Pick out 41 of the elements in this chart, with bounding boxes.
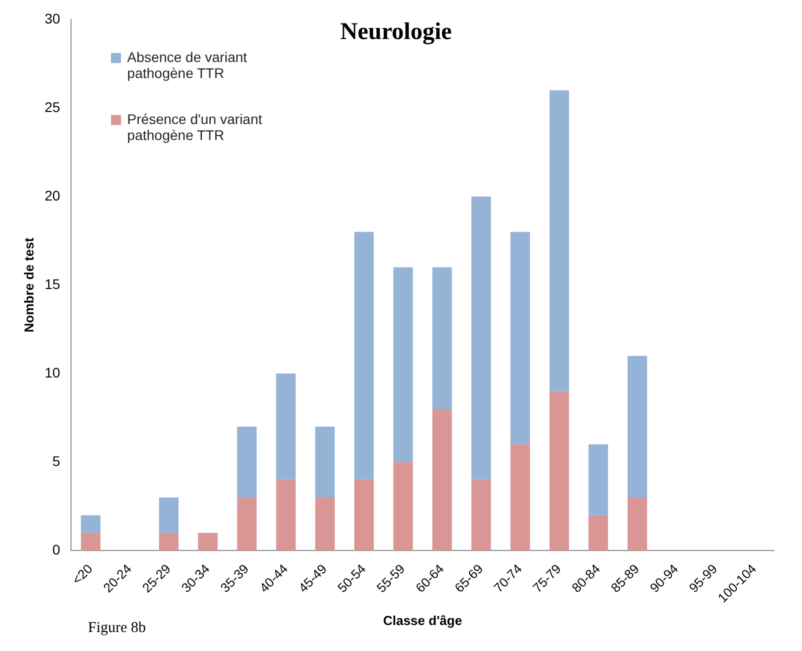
bar [237,426,257,498]
y-tick-label: 15 [44,276,60,292]
y-tick-label: 30 [44,10,60,26]
bar [432,408,452,551]
y-tick-label: 5 [52,452,60,469]
bar [354,232,374,480]
bar [159,498,179,533]
bar [628,356,648,498]
bar [510,232,530,444]
bar [393,267,413,462]
bar [315,498,335,551]
legend-label: Absence de variant pathogène TTR [127,49,248,82]
y-axis-title: Nombre de test [21,237,36,332]
bar [80,515,100,533]
bar [315,426,335,498]
bar [588,444,608,516]
x-axis-title: Classe d'âge [383,612,462,628]
y-tick-label: 0 [52,541,60,558]
bar [549,391,570,551]
bar [471,196,491,480]
bar [80,532,100,551]
bar [510,444,530,551]
bar [588,515,608,551]
caption: Figure 8b [88,620,146,637]
y-tick-label: 20 [44,187,60,204]
y-tick-label: 10 [44,364,60,380]
legend-label: Présence d'un variant pathogène TTR [127,111,264,144]
bar [549,90,570,392]
bar [432,267,452,409]
x-tick-label: <20 [69,561,96,588]
bar [198,532,218,551]
bar [628,498,648,551]
bar [276,480,296,551]
bar [237,498,257,551]
bar [276,374,296,480]
bar [159,532,179,551]
bar [393,462,413,551]
bar [471,480,491,551]
y-tick-label: 25 [44,98,60,115]
chart-title: Neurologie [340,19,452,46]
bar [354,480,374,551]
